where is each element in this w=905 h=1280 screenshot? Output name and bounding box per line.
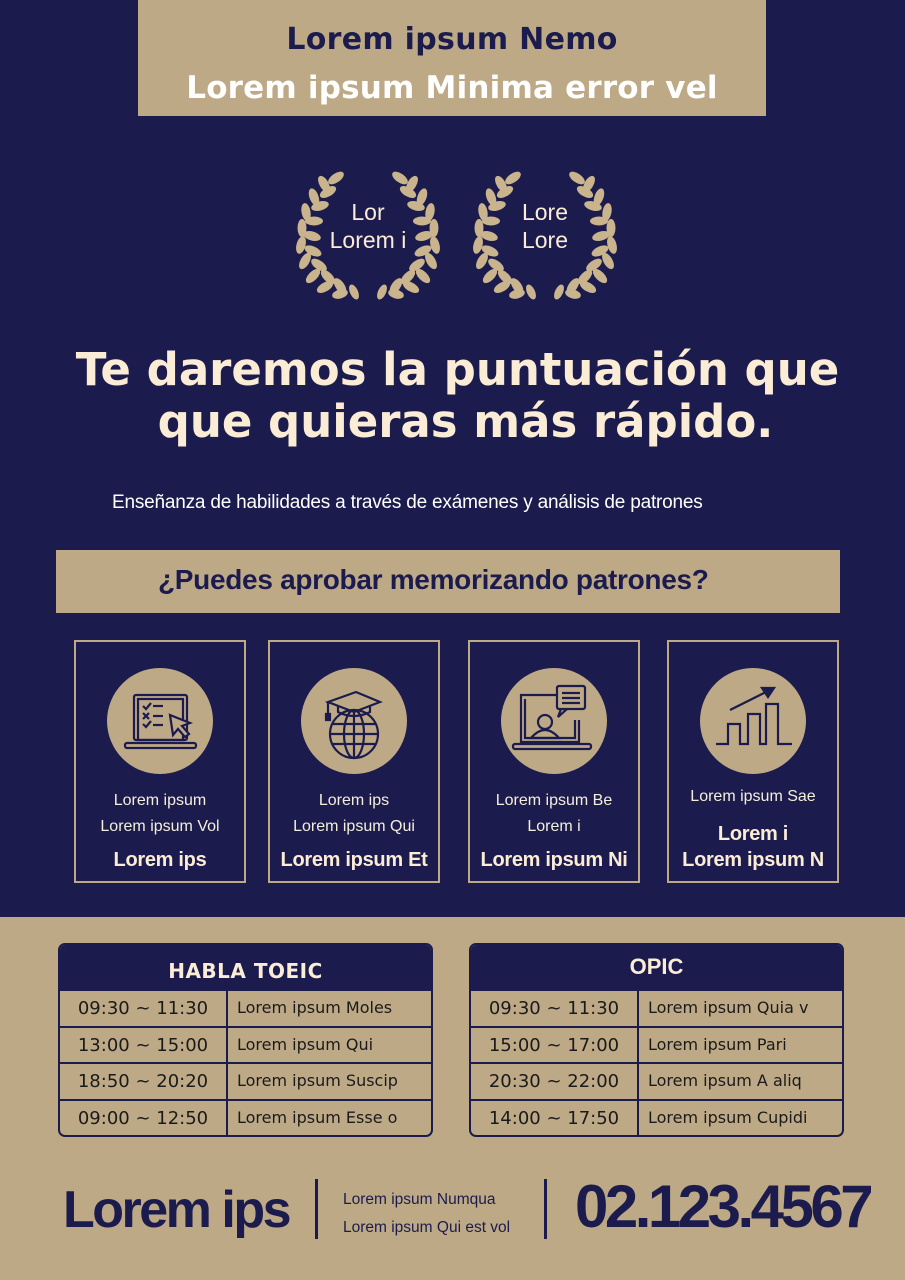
- award-line-1: Lor: [351, 199, 385, 225]
- feature-bold: Lorem ipsum Ni: [480, 849, 628, 871]
- headline-line-1: Te daremos la puntuación que: [75, 343, 840, 396]
- growth-chart-icon: [716, 686, 792, 746]
- time-cell: 09:00 ~ 12:50: [60, 1100, 228, 1135]
- table-row: 15:00 ~ 17:00 Lorem ipsum Pari: [471, 1025, 842, 1062]
- feature-line-1: Lorem ipsum Sae: [690, 788, 816, 805]
- feature-line-1: Lorem ipsum Be: [495, 792, 613, 809]
- table-row: 13:00 ~ 15:00 Lorem ipsum Qui: [60, 1025, 431, 1062]
- feature-bold: Lorem ipsum Et: [280, 849, 428, 871]
- online-tutor-icon: [511, 684, 593, 751]
- desc-cell: Lorem ipsum Quia v: [648, 998, 809, 1017]
- award-line-1: Lore: [521, 199, 569, 225]
- schedule-table-opic: OPIC 09:30 ~ 11:30 Lorem ipsum Quia v 15…: [469, 943, 844, 1137]
- desc-cell: Lorem ipsum Cupidi: [648, 1107, 808, 1127]
- award-badge: Lore Lore: [467, 162, 623, 302]
- award-badge: Lor Lorem i: [290, 162, 446, 302]
- footer-brand: Lorem ips: [63, 1181, 292, 1239]
- icon-circle: [700, 668, 806, 774]
- feature-line-2: Lorem ipsum Qui: [293, 818, 415, 835]
- question-text: ¿Puedes aprobar memorizando patrones?: [158, 564, 709, 595]
- table-row: 14:00 ~ 17:50 Lorem ipsum Cupidi: [471, 1098, 842, 1135]
- footer-info: Lorem ipsum Numqua Lorem ipsum Qui est v…: [343, 1186, 510, 1242]
- schedule-table-toeic: HABLA TOEIC 09:30 ~ 11:30 Lorem ipsum Mo…: [58, 943, 433, 1137]
- feature-bold: Lorem ips: [113, 849, 207, 871]
- feature-bold-2: Lorem ipsum N: [682, 849, 824, 871]
- time-cell: 09:30 ~ 11:30: [471, 991, 639, 1026]
- feature-line-1: Lorem ipsum: [113, 792, 207, 809]
- subtitle: Enseñanza de habilidades a través de exá…: [112, 492, 703, 513]
- feature-line-2: Lorem ipsum Vol: [100, 818, 220, 835]
- feature-card: Lorem ips Lorem ipsum Qui Lorem ipsum Et: [268, 640, 440, 883]
- headline-line-2: que quieras más rápido.: [157, 395, 774, 448]
- desc-cell: Lorem ipsum Pari: [648, 1034, 787, 1054]
- laptop-checklist-icon: [123, 693, 198, 750]
- desc-cell: Lorem ipsum Qui: [237, 1034, 374, 1054]
- feature-card: Lorem ipsum Sae Lorem i Lorem ipsum N: [667, 640, 839, 883]
- feature-line-1: Lorem ips: [318, 792, 390, 809]
- table-row: 09:30 ~ 11:30 Lorem ipsum Moles: [60, 989, 431, 1026]
- desc-cell: Lorem ipsum Suscip: [237, 1071, 398, 1090]
- time-cell: 20:30 ~ 22:00: [471, 1064, 639, 1099]
- time-cell: 15:00 ~ 17:00: [471, 1027, 639, 1062]
- time-cell: 14:00 ~ 17:50: [471, 1100, 639, 1135]
- feature-card: Lorem ipsum Be Lorem i Lorem ipsum Ni: [468, 640, 640, 883]
- question-bar: ¿Puedes aprobar memorizando patrones?: [56, 550, 840, 613]
- table-row: 18:50 ~ 20:20 Lorem ipsum Suscip: [60, 1062, 431, 1099]
- feature-bold-1: Lorem i: [717, 823, 789, 845]
- time-cell: 18:50 ~ 20:20: [60, 1064, 228, 1099]
- desc-cell: Lorem ipsum A aliq: [648, 1071, 802, 1090]
- phone-number[interactable]: 02.123.4567: [575, 1173, 874, 1240]
- time-cell: 13:00 ~ 15:00: [60, 1027, 228, 1062]
- award-line-2: Lorem i: [329, 227, 407, 253]
- banner-line-1: Lorem ipsum Nemo: [286, 22, 618, 57]
- icon-circle: [301, 668, 407, 774]
- table-row: 20:30 ~ 22:00 Lorem ipsum A aliq: [471, 1062, 842, 1099]
- schedule-title: HABLA TOEIC: [60, 945, 431, 989]
- desc-cell: Lorem ipsum Esse o: [237, 1107, 398, 1127]
- schedule-title: OPIC: [471, 945, 842, 989]
- icon-circle: [107, 668, 213, 774]
- banner-line-2: Lorem ipsum Minima error vel: [186, 70, 718, 106]
- graduation-globe-icon: [324, 690, 383, 760]
- feature-card: Lorem ipsum Lorem ipsum Vol Lorem ips: [74, 640, 246, 883]
- headline: Te daremos la puntuación que que quieras…: [0, 344, 905, 448]
- footer-line-2: Lorem ipsum Qui est vol: [343, 1219, 511, 1236]
- divider: [315, 1179, 318, 1239]
- top-banner: Lorem ipsum Nemo Lorem ipsum Minima erro…: [138, 0, 766, 116]
- divider: [544, 1179, 547, 1239]
- table-row: 09:00 ~ 12:50 Lorem ipsum Esse o: [60, 1098, 431, 1135]
- table-row: 09:30 ~ 11:30 Lorem ipsum Quia v: [471, 989, 842, 1026]
- desc-cell: Lorem ipsum Moles: [237, 998, 393, 1017]
- time-cell: 09:30 ~ 11:30: [60, 991, 228, 1026]
- footer-line-1: Lorem ipsum Numqua: [343, 1191, 496, 1208]
- feature-line-2: Lorem i: [527, 818, 581, 835]
- award-line-2: Lore: [521, 227, 569, 253]
- icon-circle: [501, 668, 607, 774]
